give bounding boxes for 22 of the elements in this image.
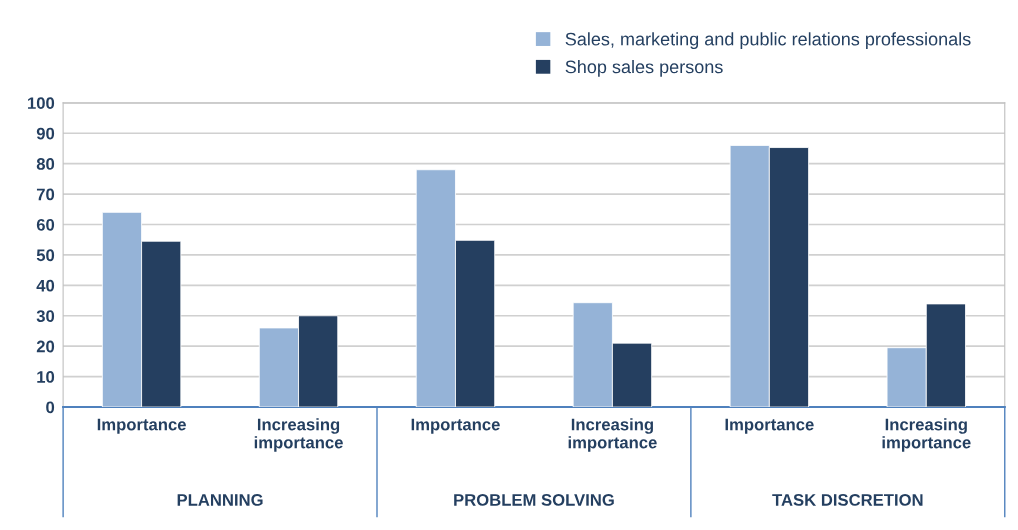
y-tick-label: 40 [36,279,55,292]
x-tick-label: Importance [411,418,500,434]
y-tick-label: 70 [36,188,55,201]
y-tick-label: 80 [36,158,55,170]
x-tick-label: Increasing importance [882,418,971,452]
x-tick-label: Increasing importance [568,418,657,452]
text: PLANNING [177,494,263,506]
y-tick-label: 0 [46,401,55,414]
legend-label: Shop sales persons [565,60,723,77]
x-tick-label: Importance [725,418,814,434]
y-tick-label: 20 [36,340,55,353]
y-tick-label: 100 [28,97,55,110]
y-tick-label: 30 [36,310,55,322]
text: PROBLEM SOLVING [454,494,614,506]
y-tick-label: 10 [37,371,55,383]
y-tick-label: 90 [36,127,55,140]
y-tick-label: 60 [36,218,55,231]
x-tick-label: Importance [97,418,186,434]
legend-label: Sales, marketing and public relations professionals [565,32,971,50]
x-tick-label: Increasing importance [254,418,343,452]
y-tick-label: 50 [36,249,55,262]
text: TASK DISCRETION [772,494,923,506]
